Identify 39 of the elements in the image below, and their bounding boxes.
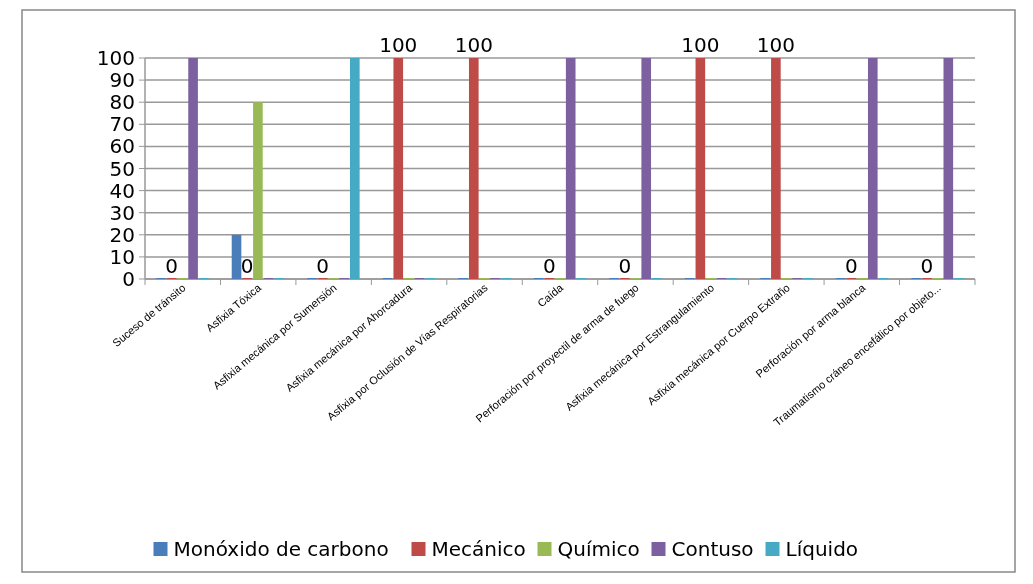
bar [641,58,652,279]
data-label: 100 [379,33,418,57]
data-label: 0 [542,254,556,278]
y-tick-label: 20 [109,222,135,247]
data-label: 0 [618,254,632,278]
data-label: 0 [845,254,858,278]
bar [867,58,878,279]
bar [253,102,263,279]
y-tick-label: 0 [122,267,135,291]
bar [695,58,706,279]
legend-label: Monóxido de carbono [173,537,389,561]
data-label: 100 [454,33,493,57]
legend-label: Químico [557,537,640,561]
bar [943,58,954,279]
bar [565,58,576,279]
data-label: 100 [681,33,720,57]
y-tick-label: 100 [96,46,135,70]
y-tick-label: 80 [109,90,135,115]
bar [468,58,479,279]
y-tick-label: 50 [109,156,135,181]
data-label: 0 [165,254,179,278]
data-label: 100 [756,33,795,57]
y-tick-label: 70 [109,112,135,137]
legend-label: Mecánico [431,537,526,561]
bar [771,58,781,279]
y-tick-label: 60 [109,134,135,159]
data-label: 0 [920,254,934,278]
data-label: 0 [240,254,254,278]
y-tick-label: 40 [109,178,135,203]
bar [350,58,360,279]
data-label: 0 [316,254,330,278]
y-tick-label: 90 [109,68,135,93]
legend-label: Líquido [785,537,859,561]
bar [188,58,198,279]
legend-label: Contuso [671,537,754,561]
bar [393,58,404,279]
bar [231,234,242,279]
y-tick-label: 30 [109,200,135,225]
y-tick-label: 10 [109,244,135,269]
